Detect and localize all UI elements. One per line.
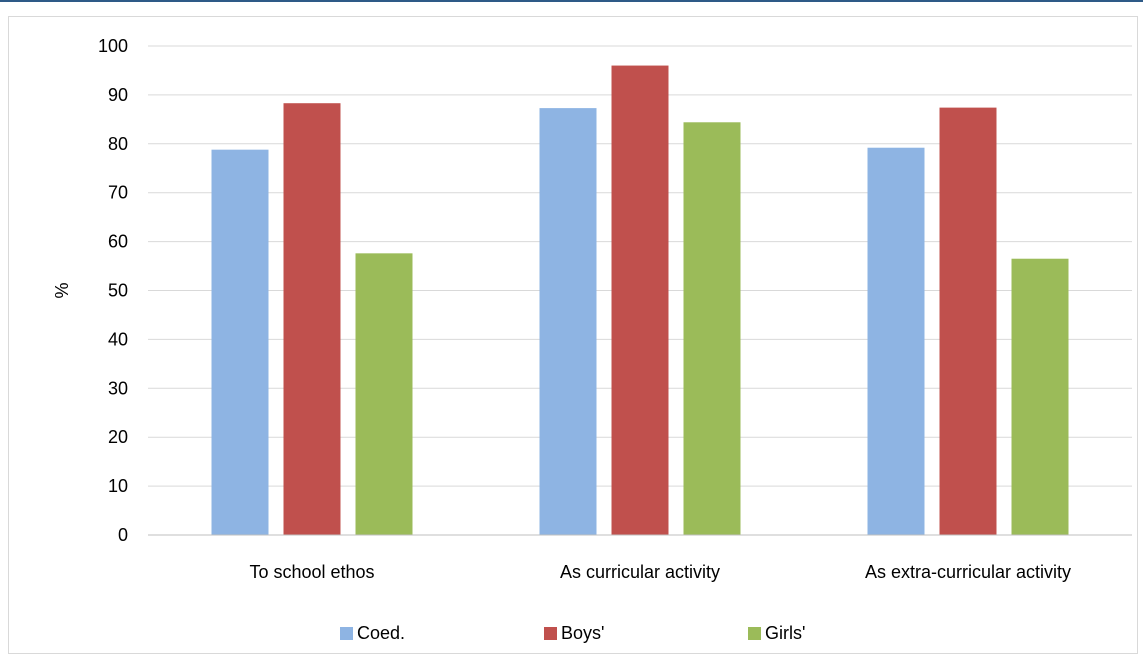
- bar-girls-2: [1011, 258, 1069, 535]
- bar-boys-2: [939, 107, 997, 535]
- legend-item-girls: Girls': [748, 618, 805, 648]
- legend: Coed. Boys' Girls': [0, 618, 1143, 648]
- legend-item-coed: Coed.: [340, 618, 405, 648]
- y-tick-label: 60: [108, 232, 128, 252]
- legend-item-boys: Boys': [544, 618, 604, 648]
- bar-boys-0: [283, 103, 341, 535]
- legend-label-boys: Boys': [561, 622, 605, 643]
- y-tick-label: 40: [108, 329, 128, 349]
- y-tick-label: 0: [118, 525, 128, 545]
- bar-coed-2: [867, 147, 925, 535]
- y-tick-label: 100: [98, 36, 128, 56]
- y-axis-label: %: [52, 282, 72, 298]
- x-axis-ticks: To school ethos As curricular activity As …: [249, 562, 1071, 582]
- x-tick-label: As extra-curricular activity: [865, 562, 1071, 582]
- y-tick-label: 90: [108, 85, 128, 105]
- y-tick-label: 70: [108, 183, 128, 203]
- bar-girls-1: [683, 122, 741, 535]
- legend-swatch-coed: [340, 626, 353, 640]
- legend-swatch-boys: [544, 626, 557, 640]
- y-tick-label: 80: [108, 134, 128, 154]
- legend-swatch-girls: [748, 626, 761, 640]
- y-tick-label: 30: [108, 378, 128, 398]
- bar-coed-1: [539, 108, 597, 535]
- bar-boys-1: [611, 65, 669, 535]
- y-tick-label: 10: [108, 476, 128, 496]
- y-tick-label: 20: [108, 427, 128, 447]
- y-tick-label: 50: [108, 281, 128, 301]
- bar-coed-0: [211, 149, 269, 535]
- bars: [211, 65, 1069, 535]
- window-top-rule: [0, 0, 1143, 2]
- y-axis-ticks: 0 10 20 30 40 50 60 70 80 90 100: [98, 36, 128, 545]
- legend-label-coed: Coed.: [357, 622, 406, 643]
- x-tick-label: To school ethos: [249, 562, 374, 582]
- legend-label-girls: Girls': [765, 622, 806, 643]
- x-tick-label: As curricular activity: [560, 562, 720, 582]
- bar-girls-0: [355, 253, 413, 535]
